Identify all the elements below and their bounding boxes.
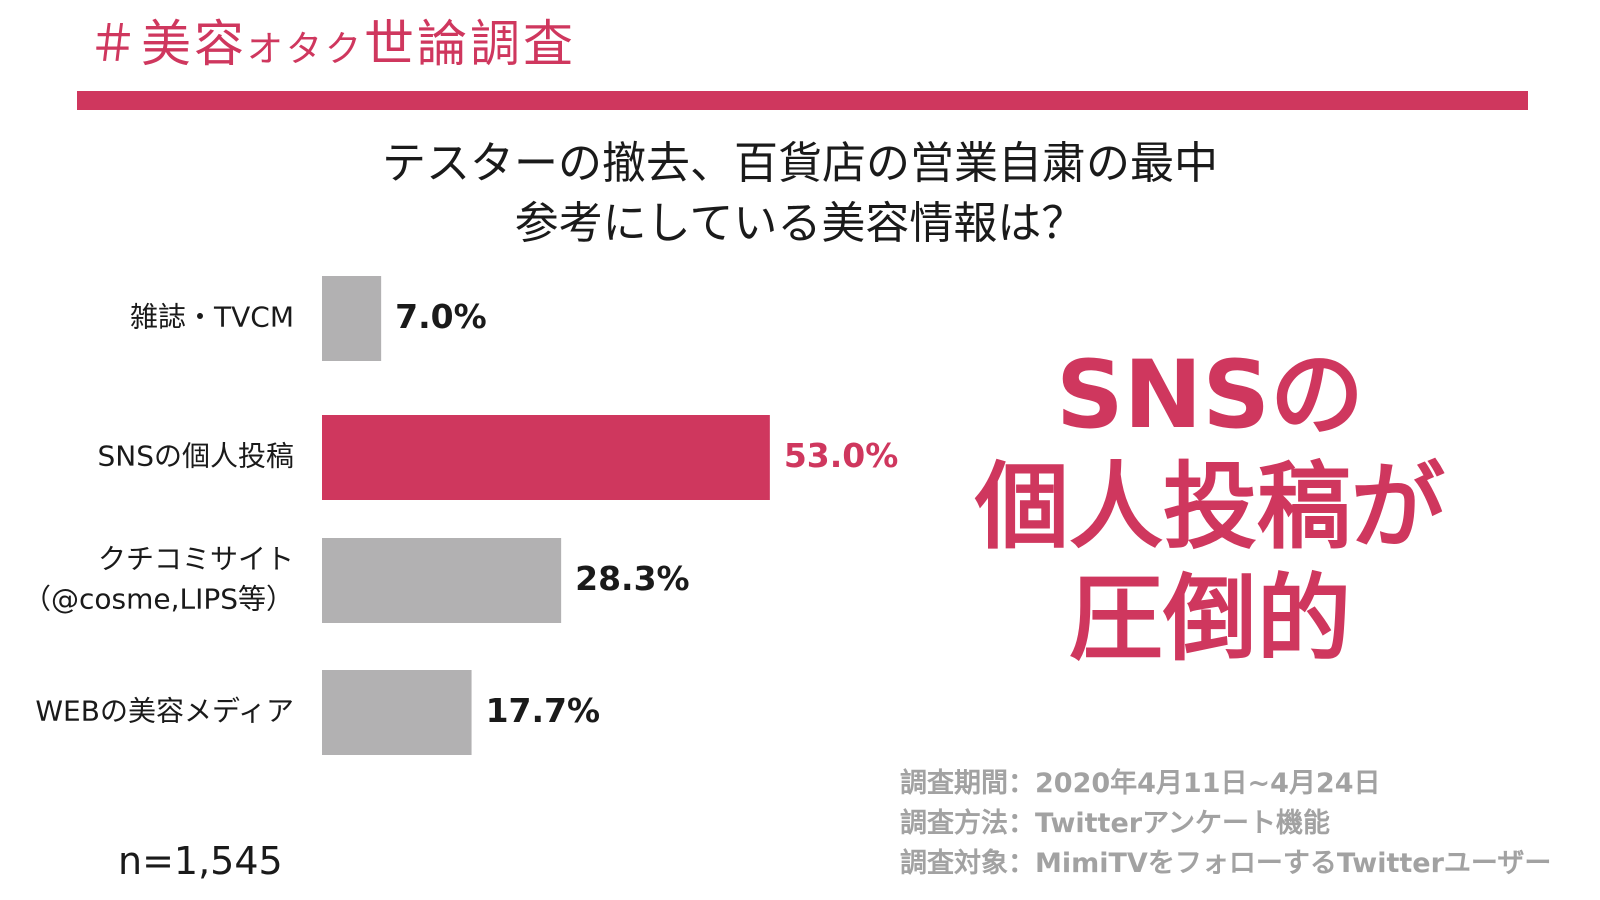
sample-size: n=1,545 xyxy=(118,839,283,883)
bar-1 xyxy=(322,415,770,500)
chart-title: テスターの撤去、百貨店の営業自粛の最中 参考にしている美容情報は？ xyxy=(240,134,1360,254)
brand-tag-end: 世論調査 xyxy=(364,15,577,73)
brand-tag-small: オタク xyxy=(247,29,365,70)
highlight-line-2: 個人投稿が xyxy=(974,453,1445,562)
highlight-line-3: 圧倒的 xyxy=(1068,565,1351,674)
bar-3 xyxy=(322,670,472,755)
highlight-message: SNSの 個人投稿が 圧倒的 xyxy=(930,340,1490,676)
category-label-1: SNSの個人投稿 xyxy=(98,440,295,473)
survey-note-method: 調査方法：Twitterアンケート機能 xyxy=(900,808,1331,839)
header-accent-bar xyxy=(77,91,1528,110)
value-label-0: 7.0% xyxy=(395,297,487,336)
survey-note-target: 調査対象：MimiTVをフォローするTwitterユーザー xyxy=(900,848,1552,879)
value-label-3: 17.7% xyxy=(486,691,601,730)
bar-0 xyxy=(322,276,382,361)
value-label-2: 28.3% xyxy=(575,559,690,598)
category-label-0: 雑誌・TVCM xyxy=(130,301,294,334)
category-label-2-line-0: クチコミサイト xyxy=(98,543,294,576)
value-label-1: 53.0% xyxy=(784,436,899,475)
category-label-3: WEBの美容メディア xyxy=(35,695,294,728)
survey-note-period: 調査期間：2020年4月11日~4月24日 xyxy=(900,768,1381,799)
chart-title-line-2: 参考にしている美容情報は？ xyxy=(514,198,1086,249)
category-label-2-line-1: （@cosme,LIPS等） xyxy=(23,583,294,616)
survey-notes: 調査期間：2020年4月11日~4月24日 調査方法：Twitterアンケート機… xyxy=(900,764,1551,884)
highlight-line-1: SNSの xyxy=(1055,341,1365,450)
bar-2 xyxy=(322,538,562,623)
brand-tag-main: ＃美容 xyxy=(88,15,247,73)
survey-brand-title: ＃美容オタク世論調査 xyxy=(88,14,576,80)
chart-title-line-1: テスターの撤去、百貨店の営業自粛の最中 xyxy=(382,138,1218,189)
